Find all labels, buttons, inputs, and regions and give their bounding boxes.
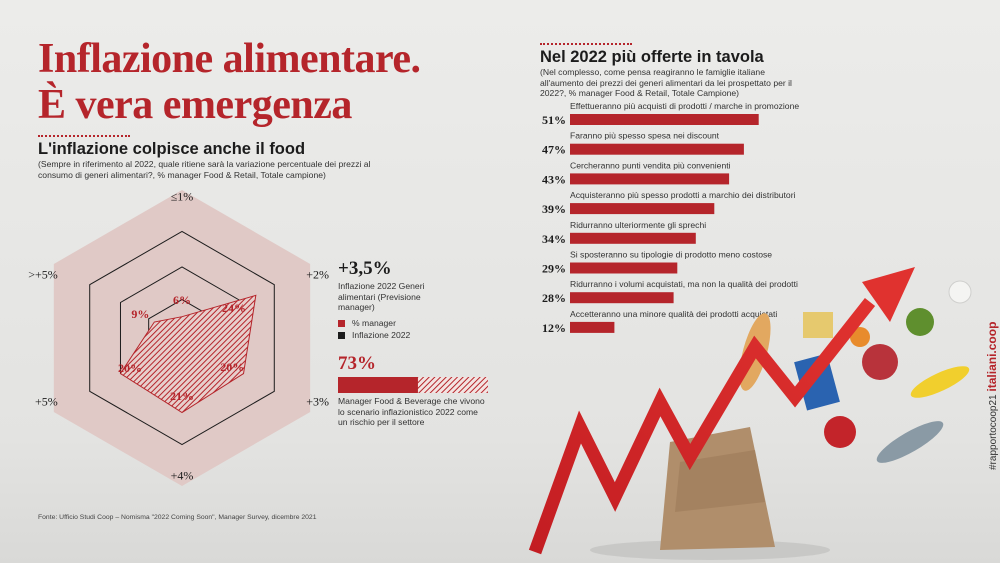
risk-bar-fill [338,377,418,393]
right-section-subtitle: (Nel complesso, come pensa reagiranno le… [540,67,792,99]
bar-category-label: Ridurranno i volumi acquistati, ma non l… [570,279,798,289]
bar-chart: Effettueranno più acquisti di prodotti /… [542,101,799,335]
bar-value-label: 39% [542,202,566,216]
radar-value-label: 9% [131,307,149,321]
radar-category-label: +4% [171,468,194,482]
bar-value-label: 43% [542,172,566,186]
bar-category-label: Effettueranno più acquisti di prodotti /… [570,101,799,111]
side-tag: #rapportocoop21 italiani.coop [985,322,999,470]
radar-value-label: 24% [222,301,246,315]
bag-fold [675,450,765,512]
bar [570,232,696,244]
legend-swatch [338,319,345,327]
title-divider [38,135,130,137]
legend-item-inflation: Inflazione 2022 [338,330,410,340]
risk-label: Manager Food & Beverage che vivono lo sc… [338,396,485,428]
radar-category-label: +5% [35,395,58,409]
fish-shape [876,421,944,463]
radar-category-label: ≤1% [171,190,194,204]
grocery-illustration [528,267,972,560]
inflation-value: +3,5% [338,258,392,279]
risk-bar [338,377,488,393]
arrow-head [862,267,915,322]
legend-label: Inflazione 2022 [352,330,411,340]
bar-category-label: Si sposteranno su tipologie di prodotto … [570,250,772,260]
radar-category-label: +3% [306,395,329,409]
hashtag: #rapportocoop21 [988,394,999,470]
bar-category-label: Acquisteranno più spesso prodotti a marc… [570,190,796,200]
vegetable-shape [906,308,934,336]
rising-arrow [528,297,876,555]
bar [570,143,744,155]
bar [570,262,678,274]
brand-logo: italiani.coop [985,321,999,392]
bar [570,114,759,125]
bar-value-label: 28% [542,291,566,305]
orange-shape [850,327,870,347]
legend-swatch [338,331,345,339]
source-note: Fonte: Ufficio Studi Coop – Nomisma "202… [38,514,317,521]
right-title-divider [540,43,632,45]
left-section-subtitle: (Sempre in riferimento al 2022, quale ri… [38,159,371,180]
page-title: Inflazione alimentare. È vera emergenza [38,36,421,128]
bar [570,292,674,304]
bar [570,203,715,215]
bar-category-label: Accetteranno una minore qualità dei prod… [570,309,777,319]
bar-value-label: 12% [542,321,566,335]
radar-value-label: 20% [118,361,142,375]
legend-item-manager: % manager [338,318,396,328]
egg-shape [948,280,972,304]
bar [570,173,730,185]
bar-category-label: Cercheranno punti vendita più convenient… [570,160,731,170]
tomato-shape [824,416,856,448]
radar-category-label: >+5% [28,267,58,281]
cheese-shape [803,312,833,338]
bar-category-label: Ridurranno ulteriormente gli sprechi [570,220,706,230]
radar-value-label: 20% [220,360,244,374]
risk-value: 73% [338,353,376,374]
legend-label: % manager [352,318,396,328]
radar-value-label: 6% [173,293,191,307]
bar [570,321,615,333]
radar-grid-ring [89,230,275,446]
radar-series-manager [119,294,257,414]
bar-value-label: 51% [542,113,566,127]
radar-chart: ≤1% +2% +3% +4% +5% >+5% 6% 24% 20% 21% 20% 9% [28,190,329,486]
right-section-title: Nel 2022 più offerte in tavola [540,48,764,66]
bar-value-label: 29% [542,262,566,276]
meat-shape [862,344,898,380]
bar-value-label: 47% [542,143,566,157]
radar-value-label: 21% [170,389,194,403]
left-section-title: L'inflazione colpisce anche il food [38,140,306,158]
bar-category-label: Faranno più spesso spesa nei discount [570,131,720,141]
milk-carton [794,353,840,411]
banana-shape [910,366,970,398]
bar-value-label: 34% [542,232,566,246]
inflation-label: Inflazione 2022 Generi alimentari (Previ… [338,281,425,313]
radar-category-label: +2% [306,267,329,281]
